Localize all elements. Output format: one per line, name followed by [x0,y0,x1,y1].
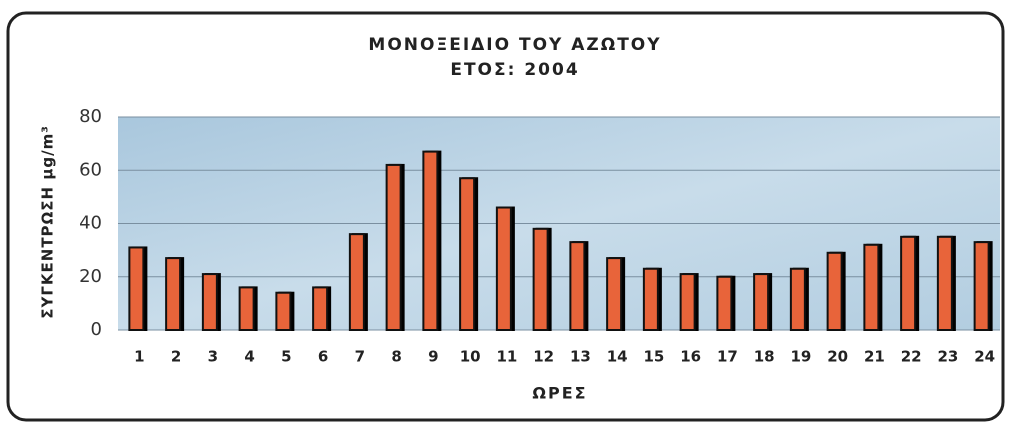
chart: ΜΟΝΟΞΕΙΔΙΟ ΤΟΥ ΑΖΩΤΟΥ ΕΤΟΣ: 2004 ΩΡΕΣ ΣΥ… [0,0,1013,426]
x-tick-label: 21 [864,348,885,366]
x-tick-label: 20 [827,348,848,366]
bar [166,258,180,330]
x-tick-label: 5 [281,348,291,366]
x-tick-label: 18 [754,348,775,366]
x-axis-label: ΩΡΕΣ [532,384,587,403]
bar [864,245,878,330]
bar [276,293,290,330]
bar [534,229,548,330]
bar [240,287,254,330]
x-tick-label: 19 [790,348,811,366]
bar [901,237,915,330]
bar [350,234,364,330]
bar [644,269,658,330]
x-tick-label: 2 [171,348,181,366]
bar [717,277,731,330]
x-tick-label: 15 [643,348,664,366]
y-tick-label: 80 [79,106,102,127]
x-tick-label: 8 [391,348,401,366]
y-axis-label: ΣΥΓΚΕΝΤΡΩΣΗ μg/m³ [39,125,57,319]
bar [570,242,584,330]
bar [423,152,437,330]
bar [203,274,217,330]
bar [387,165,401,330]
bar [791,269,805,330]
bar [460,178,474,330]
x-tick-label: 7 [355,348,365,366]
y-tick-label: 20 [79,266,102,287]
bar [681,274,695,330]
x-tick-label: 14 [607,348,628,366]
x-tick-label: 9 [428,348,438,366]
bar [607,258,621,330]
x-tick-label: 12 [533,348,554,366]
y-tick-label: 40 [79,213,102,234]
x-tick-label: 24 [974,348,995,366]
chart-subtitle: ΕΤΟΣ: 2004 [450,60,579,80]
x-tick-label: 17 [717,348,738,366]
bar [975,242,989,330]
x-tick-label: 1 [134,348,144,366]
bar [129,247,143,330]
x-tick-label: 13 [570,348,591,366]
x-tick-label: 23 [937,348,958,366]
x-tick-label: 10 [460,348,481,366]
bar [938,237,952,330]
y-tick-label: 0 [91,319,102,340]
bar [828,253,842,330]
chart-title: ΜΟΝΟΞΕΙΔΙΟ ΤΟΥ ΑΖΩΤΟΥ [368,35,661,55]
bar [497,208,511,330]
x-tick-label: 3 [208,348,218,366]
x-tick-label: 4 [244,348,254,366]
x-tick-label: 16 [680,348,701,366]
x-tick-label: 11 [496,348,517,366]
x-tick-label: 22 [901,348,922,366]
y-tick-label: 60 [79,159,102,180]
x-tick-label: 6 [318,348,328,366]
bar [313,287,327,330]
bar [754,274,768,330]
